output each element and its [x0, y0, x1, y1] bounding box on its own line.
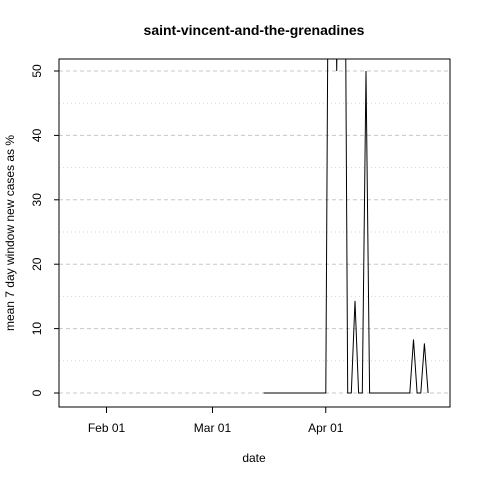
y-axis: 0 10 20 30 40 50	[30, 64, 59, 396]
y-tick-label: 40	[30, 128, 44, 142]
y-axis-label: mean 7 day window new cases as %	[3, 135, 17, 331]
y-tick-label: 10	[30, 322, 44, 336]
y-tick-label: 20	[30, 257, 44, 271]
series-line-0	[263, 59, 429, 394]
series-line-group	[263, 59, 429, 394]
x-tick-label: Apr 01	[308, 421, 344, 435]
plot-frame	[58, 58, 451, 408]
x-tick-label: Mar 01	[194, 421, 232, 435]
grid-lines	[59, 70, 450, 394]
x-tick-label: Feb 01	[88, 421, 126, 435]
x-axis-label: date	[242, 451, 266, 465]
chart-title: saint-vincent-and-the-grenadines	[144, 22, 365, 38]
y-tick-label: 0	[30, 389, 44, 396]
y-tick-label: 50	[30, 64, 44, 78]
x-axis: Feb 01 Mar 01 Apr 01	[88, 407, 344, 435]
y-tick-label: 30	[30, 193, 44, 207]
